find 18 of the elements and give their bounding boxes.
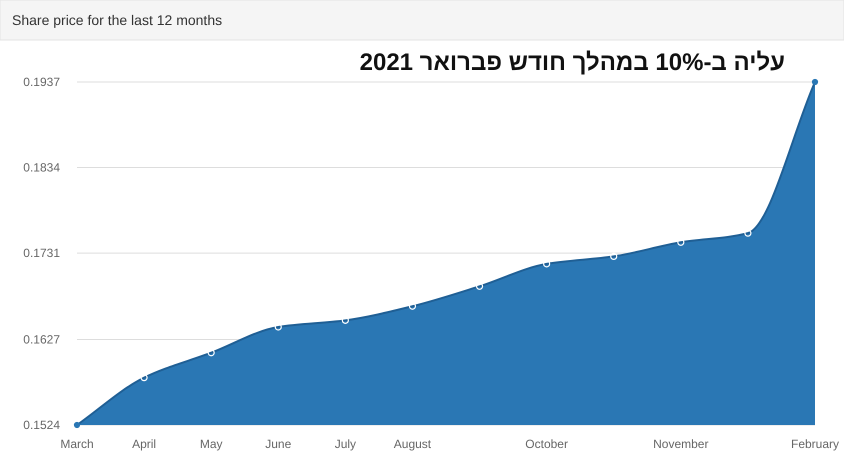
chart-subtitle: עליה ב-10% במהלך חודש פברואר 2021 xyxy=(360,49,785,76)
x-tick-label: October xyxy=(525,437,568,451)
x-tick-label: June xyxy=(265,437,292,451)
y-tick-label: 0.1834 xyxy=(23,160,60,175)
x-tick-label: May xyxy=(200,437,223,451)
x-tick-label: November xyxy=(653,437,708,451)
y-tick-label: 0.1937 xyxy=(23,75,60,89)
x-tick-label: April xyxy=(132,437,156,451)
y-tick-label: 0.1524 xyxy=(23,418,60,432)
x-tick-label: August xyxy=(394,437,432,451)
x-tick-label: March xyxy=(60,437,94,451)
chart-title: Share price for the last 12 months xyxy=(12,12,222,28)
y-tick-label: 0.1731 xyxy=(23,246,60,260)
point xyxy=(812,78,818,86)
y-tick-label: 0.1627 xyxy=(23,332,60,346)
point xyxy=(74,422,80,428)
x-tick-label: July xyxy=(334,437,356,451)
x-tick-label: February xyxy=(790,437,840,451)
